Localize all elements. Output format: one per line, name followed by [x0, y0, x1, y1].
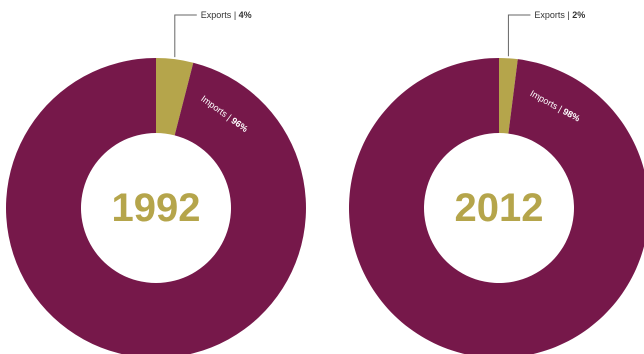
exports-leader-line-1992: [174, 14, 197, 58]
exports-leader-line-2012: [507, 14, 531, 57]
donut-chart-2012: 2012 Exports | 2% Imports | 98%: [349, 10, 644, 354]
slice-2012-imports: [349, 58, 644, 354]
exports-callout-name-1992: Exports: [201, 10, 232, 20]
exports-callout-2012: Exports | 2%: [534, 10, 585, 20]
imports-label-sep-1992: |: [223, 111, 235, 123]
donut-hole-1992: [81, 133, 231, 283]
exports-callout-value-1992: 4%: [239, 10, 252, 20]
donut-hole-2012: [424, 133, 574, 283]
exports-callout-1992: Exports | 4%: [201, 10, 252, 20]
slice-1992-exports: [156, 58, 194, 136]
imports-label-sep-2012: |: [555, 103, 566, 115]
center-year-2012: 2012: [455, 186, 544, 230]
donut-chart-1992: 1992 Exports | 4% Imports | 96%: [6, 10, 306, 354]
exports-callout-sep-1992: |: [231, 10, 238, 20]
exports-callout-name-2012: Exports: [534, 10, 565, 20]
exports-callout-sep-2012: |: [565, 10, 572, 20]
center-year-1992: 1992: [112, 186, 201, 230]
slice-1992-imports: [6, 58, 306, 354]
exports-callout-value-2012: 2%: [572, 10, 585, 20]
slice-2012-exports: [499, 58, 518, 134]
